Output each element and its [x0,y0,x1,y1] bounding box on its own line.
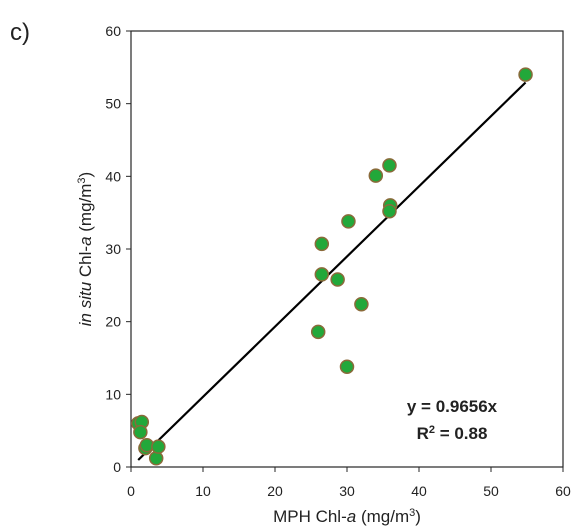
regression-equation: y = 0.9656x [407,397,498,416]
data-point [148,451,164,466]
y-axis-label-unit: (mg/m [76,184,95,237]
x-tick-label: 20 [267,483,283,499]
y-tick-label: 60 [105,23,121,39]
x-axis-label-unit: (mg/m [356,507,409,526]
x-axis-label: MPH Chl-a (mg/m3) [273,507,421,526]
r-squared-superscript: 2 [429,424,435,436]
data-point [310,324,326,340]
trendline [137,81,527,461]
y-axis-label: in situ Chl-a (mg/m3) [76,172,95,326]
y-axis-label-italic: a [76,236,95,245]
data-point [330,272,345,287]
data-point [341,214,356,229]
x-tick-label: 0 [127,483,135,499]
data-point [133,424,148,440]
y-tick-label: 50 [105,96,121,112]
y-tick-label: 20 [105,314,121,330]
data-point [314,236,330,252]
x-tick-label: 60 [555,483,571,499]
x-tick-label: 40 [411,483,427,499]
r-squared-lead: R [417,424,429,443]
data-point [354,296,369,312]
y-axis-ticks: 0 10 20 30 40 50 60 [105,23,131,475]
x-axis-label-prefix: MPH Chl- [273,507,347,526]
data-point [382,158,397,173]
y-axis-label-italic-lead: in situ [76,281,95,326]
data-point [368,168,384,183]
y-tick-label: 10 [105,386,121,402]
data-points [130,67,533,466]
data-point [382,203,397,219]
y-axis-label-superscript: 3 [76,177,88,183]
data-point [518,67,533,82]
plot-frame [130,30,564,468]
panel-label: c) [10,19,30,46]
data-point [339,359,355,374]
y-tick-label: 0 [113,459,121,475]
x-axis-label-italic: a [347,507,356,526]
x-tick-label: 50 [483,483,499,499]
x-axis-label-superscript: 3 [409,507,415,519]
r-squared-label: R2 = 0.88 [417,424,488,443]
y-tick-label: 40 [105,168,121,184]
y-tick-label: 30 [105,241,121,257]
data-point [314,267,330,282]
x-axis-label-close: ) [415,507,421,526]
data-point [151,439,166,454]
y-axis-label-middle: Chl- [76,246,95,282]
x-axis-ticks: 0 10 20 30 40 50 60 [127,467,571,499]
r-squared-tail: = 0.88 [435,424,487,443]
x-tick-label: 30 [339,483,355,499]
x-tick-label: 10 [195,483,211,499]
y-axis-label-close: ) [76,172,95,178]
